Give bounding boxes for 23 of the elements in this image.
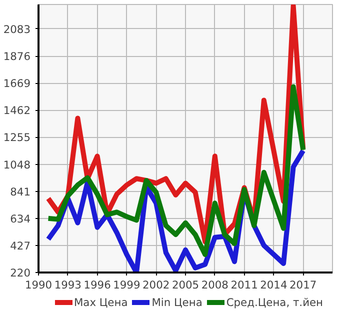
y-tick-label: 2083 — [3, 22, 31, 36]
x-tick-label: 2005 — [172, 278, 200, 292]
x-tick-label: 2017 — [290, 278, 317, 292]
y-tick-label: 1048 — [3, 158, 31, 172]
legend-label: Min Цена — [152, 296, 202, 308]
legend-label: Max Цена — [74, 296, 128, 308]
x-tick-label: 2014 — [260, 278, 288, 292]
x-tick-label: 1999 — [113, 278, 140, 292]
x-tick-label: 2011 — [230, 278, 258, 292]
x-tick-label: 1990 — [24, 278, 52, 292]
x-tick-label: 2008 — [201, 278, 229, 292]
y-tick-label: 634 — [10, 212, 31, 226]
x-tick-label: 1996 — [84, 278, 112, 292]
legend-label: Сред.Цена, т.йен — [226, 296, 324, 308]
x-tick-label: 1993 — [54, 278, 82, 292]
y-tick-label: 1669 — [3, 77, 31, 90]
y-tick-label: 220 — [10, 266, 31, 280]
y-tick-label: 1876 — [3, 50, 31, 64]
x-tick-label: 2002 — [142, 278, 170, 292]
y-tick-label: 841 — [10, 185, 31, 198]
y-tick-label: 1462 — [3, 104, 31, 118]
y-tick-label: 1255 — [3, 131, 31, 144]
y-tick-label: 427 — [10, 239, 31, 252]
